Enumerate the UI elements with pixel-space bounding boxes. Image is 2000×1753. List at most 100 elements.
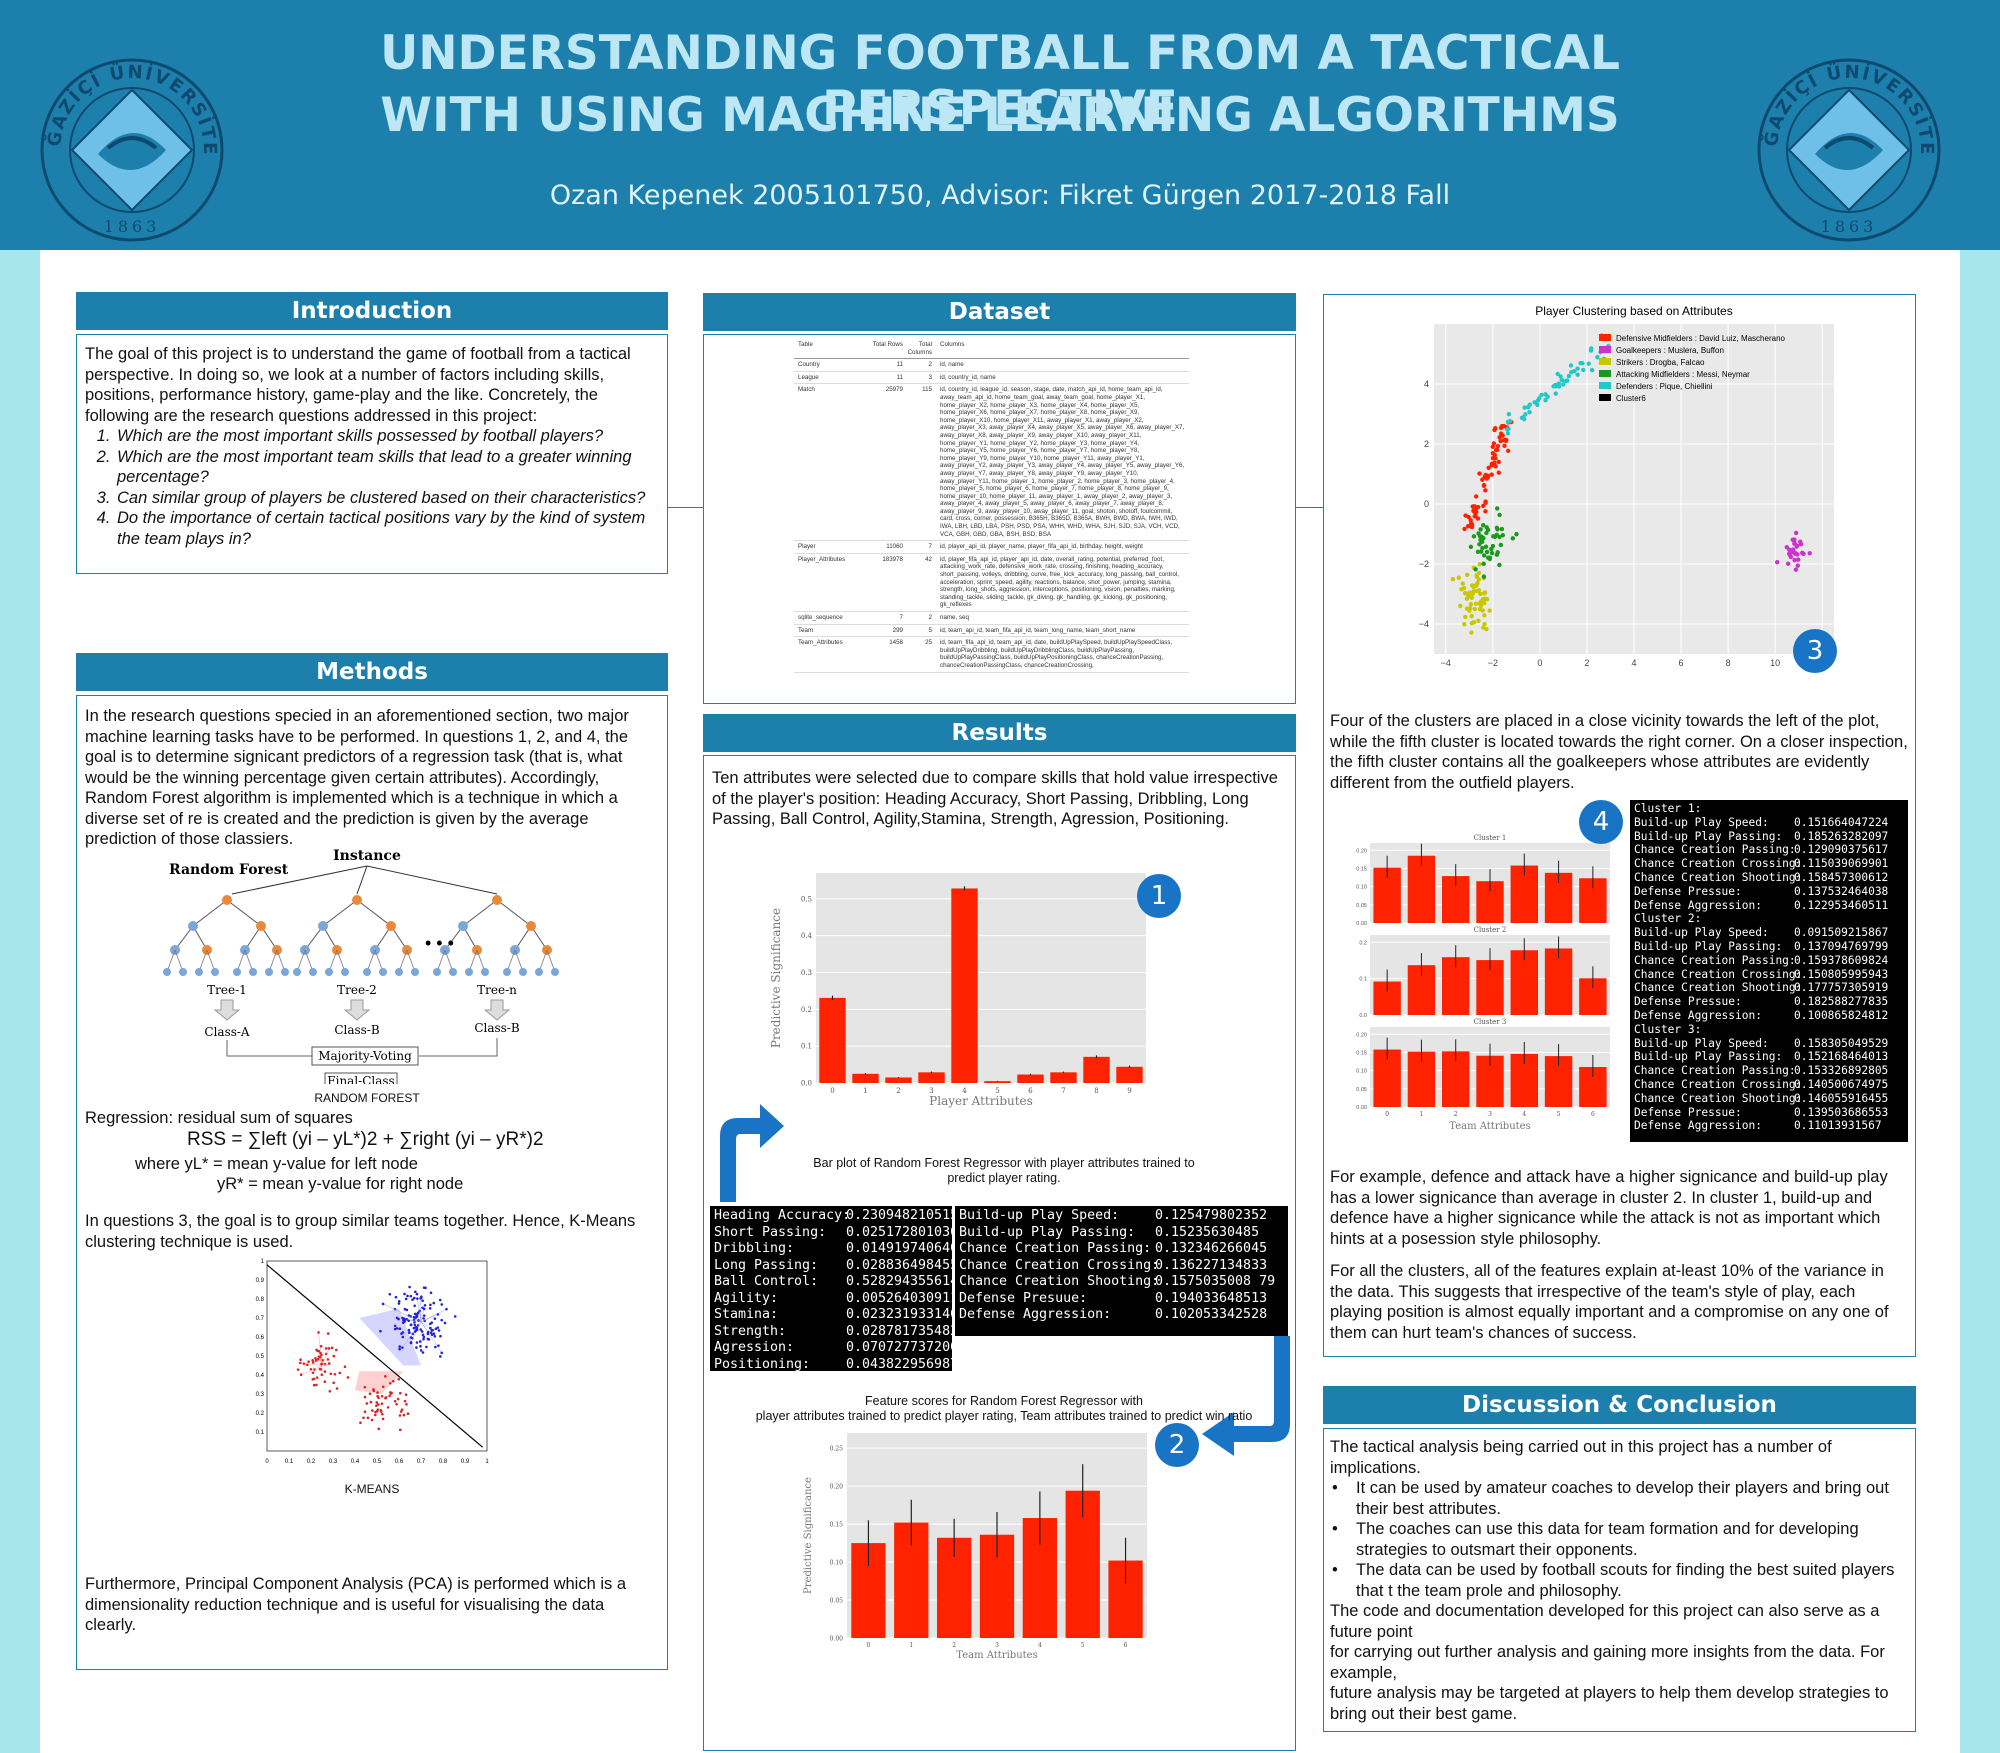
kmeans-point	[388, 1391, 392, 1394]
kmeans-point	[411, 1298, 414, 1301]
terminal-key: Chance Creation Crossing:	[1634, 967, 1803, 981]
legend-label: Defenders : Pique, Chiellini	[1616, 382, 1713, 391]
x-tick-label: 3	[1488, 1111, 1492, 1118]
results-box: Ten attributes were selected due to comp…	[703, 755, 1296, 1751]
kmeans-tick: 0.6	[395, 1459, 404, 1465]
kmeans-point	[418, 1309, 421, 1313]
kmeans-point	[335, 1387, 339, 1390]
dataset-cell: Country	[798, 361, 820, 369]
terminal-value: 0.185263282097	[1794, 829, 1889, 843]
terminal-line: Defense Aggression: 0.11013931567	[1634, 1119, 1904, 1133]
results-para1: Ten attributes were selected due to comp…	[712, 769, 1278, 828]
x-axis-label: Player Attributes	[929, 1094, 1033, 1108]
kmeans-point	[432, 1332, 436, 1336]
kmeans-point	[409, 1323, 413, 1327]
rf-node	[179, 968, 187, 976]
scatter-point	[1471, 585, 1476, 590]
kmeans-point	[379, 1329, 382, 1333]
terminal-line: Build-up Play Passing: 0.137094769799	[1634, 940, 1904, 954]
terminal-line: Build-up Play Speed: 0.091509215867	[1634, 926, 1904, 940]
kmeans-point	[424, 1286, 427, 1290]
terminal-value: 0.137094769799	[1794, 939, 1889, 953]
kmeans-point	[429, 1331, 433, 1335]
scatter-point	[1480, 477, 1485, 482]
scatter-point	[1575, 366, 1580, 371]
y-tick-label: 0.15	[1356, 1050, 1367, 1056]
team-scores-terminal: Build-up Play Speed: 0.125479802352 Build-…	[955, 1206, 1288, 1336]
kmeans-point	[404, 1393, 408, 1396]
kmeans-point	[411, 1336, 414, 1340]
rf-edge	[356, 899, 392, 927]
x-tick-label: −2	[1488, 658, 1498, 668]
kmeans-tick: 1	[261, 1259, 265, 1265]
terminal-key: Chance Creation Crossing:	[1634, 1077, 1803, 1091]
kmeans-point	[393, 1399, 397, 1403]
scatter-point	[1476, 531, 1481, 536]
terminal-line: Chance Creation Passing:0.159378609824	[1634, 954, 1904, 968]
scatter-point	[1462, 622, 1467, 627]
terminal-line: Heading Accuracy:0.230948210515	[714, 1208, 958, 1225]
dataset-cell: name, seq	[940, 614, 969, 621]
kmeans-point	[395, 1316, 399, 1320]
scatter-point	[1483, 509, 1488, 514]
x-tick-label: 3	[929, 1087, 933, 1095]
terminal-line: Defense Pressue: 0.182588277835	[1634, 995, 1904, 1009]
scatter-point	[1595, 354, 1600, 360]
kmeans-tick: 0.7	[417, 1459, 426, 1465]
terminal-line: Defense Pressue: 0.139503686553	[1634, 1106, 1904, 1120]
scatter-point	[1536, 396, 1542, 401]
poster-header: BOĞAZİÇİ ÜNİVERSİTESİ 1863 UNDERSTANDING…	[0, 0, 2000, 250]
terminal-value: 0.140500674975	[1794, 1077, 1889, 1091]
kmeans-point	[366, 1416, 370, 1420]
x-tick-label: 0	[1537, 658, 1542, 668]
rf-node	[233, 968, 241, 976]
kmeans-point	[412, 1296, 416, 1300]
kmeans-point	[330, 1346, 334, 1350]
terminal-key: Strength:	[714, 1323, 787, 1339]
x-tick-label: 10	[1770, 658, 1780, 668]
terminal-line: Agression: 0.070727737206	[714, 1340, 958, 1357]
rf-node	[465, 968, 473, 976]
scatter-point	[1563, 378, 1568, 384]
kmeans-voronoi	[359, 1308, 421, 1366]
kmeans-tick: 0.6	[256, 1335, 265, 1341]
chart2-caption-line2: player attributes trained to predict pla…	[755, 1409, 1253, 1423]
dataset-header-cell: Total Columns	[907, 341, 932, 356]
kmeans-tick: 0.4	[256, 1373, 265, 1379]
poster-title-line2: WITH USING MACHINE LEARNING ALGORITHMS	[380, 88, 1620, 143]
kmeans-point	[421, 1299, 424, 1303]
scatter-point	[1473, 567, 1478, 572]
bar	[984, 1081, 1011, 1083]
kmeans-point	[323, 1370, 327, 1373]
y-tick-label: 0.15	[1356, 866, 1367, 872]
scatter-point	[1475, 580, 1480, 586]
terminal-key: Long Passing:	[714, 1257, 819, 1273]
rf-edge	[226, 899, 262, 927]
panel-title: Cluster 2	[1474, 926, 1507, 934]
terminal-key: Build-up Play Passing:	[959, 1224, 1136, 1240]
kmeans-link	[420, 1308, 425, 1322]
scatter-point	[1793, 530, 1799, 536]
rss-where-left: where yL* = mean y-value for left node	[135, 1155, 418, 1173]
dataset-cell: League	[798, 373, 819, 381]
terminal-value: 0.146055916455	[1794, 1091, 1889, 1105]
terminal-value: 0.0232319331463	[846, 1307, 967, 1322]
terminal-value: 0.0251728010369	[846, 1224, 967, 1240]
scatter-point	[1490, 455, 1496, 461]
figure-badge-1: 1	[1137, 874, 1181, 918]
scatter-point	[1545, 394, 1550, 399]
scatter-point	[1483, 488, 1488, 493]
rf-node	[188, 921, 198, 931]
kmeans-point	[379, 1410, 383, 1413]
rf-node	[395, 968, 403, 976]
kmeans-point	[296, 1368, 300, 1371]
scatter-point	[1566, 373, 1572, 379]
dataset-row: sqlite_sequence 7 2 name, seq	[794, 612, 1189, 625]
dataset-cell: Match	[798, 386, 815, 394]
scatter-point	[1481, 553, 1487, 558]
dataset-cell: 11	[896, 361, 903, 369]
kmeans-point	[380, 1402, 384, 1405]
terminal-value: 0.00526403091166	[846, 1290, 975, 1306]
kmeans-point	[434, 1327, 438, 1331]
poster-subtitle: Ozan Kepenek 2005101750, Advisor: Fikret…	[549, 180, 1451, 211]
